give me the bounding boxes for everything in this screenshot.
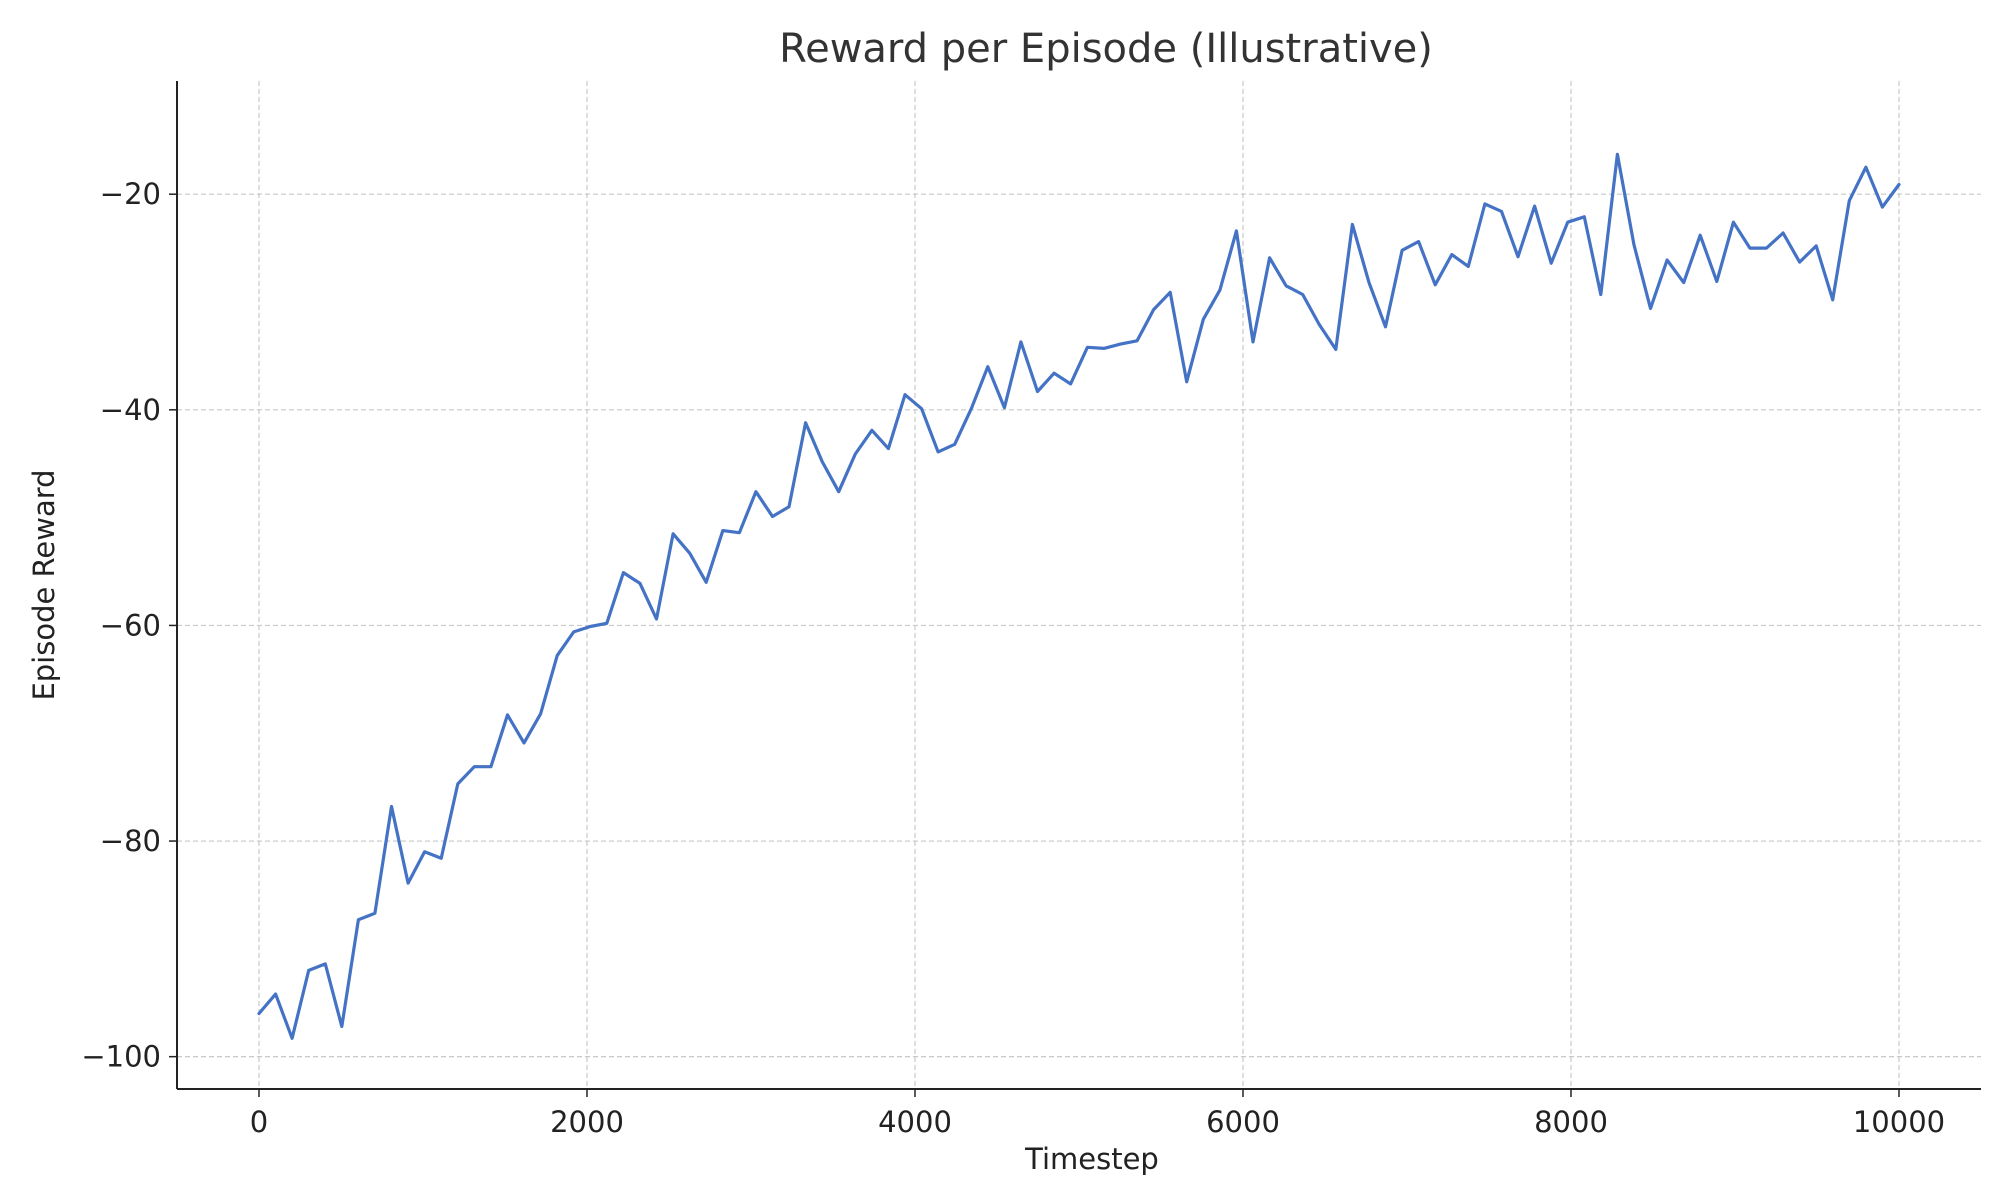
axes-layer (176, 81, 1981, 1090)
series-line (257, 152, 1901, 1040)
x-axis-label: Timestep (1024, 1142, 1159, 1176)
ticks-layer: 0 2000 4000 6000 8000 10000 −20 −40 −60 −80 −100 (81, 177, 1945, 1139)
y-tick-label: −20 (100, 177, 161, 211)
y-tick-label: −100 (81, 1040, 161, 1074)
x-tick-label: 8000 (1534, 1105, 1608, 1139)
chart-title: Reward per Episode (Illustrative) (779, 26, 1433, 72)
series-layer (257, 152, 1901, 1040)
grid-layer (177, 81, 1981, 1089)
x-tick-label: 0 (250, 1105, 268, 1139)
y-axis-label: Episode Reward (27, 469, 61, 700)
y-tick-label: −80 (100, 824, 161, 858)
x-tick-label: 2000 (550, 1105, 624, 1139)
x-tick-label: 4000 (878, 1105, 952, 1139)
x-tick-label: 10000 (1853, 1105, 1945, 1139)
y-tick-label: −60 (100, 608, 161, 642)
x-tick-label: 6000 (1206, 1105, 1280, 1139)
y-tick-label: −40 (100, 393, 161, 427)
